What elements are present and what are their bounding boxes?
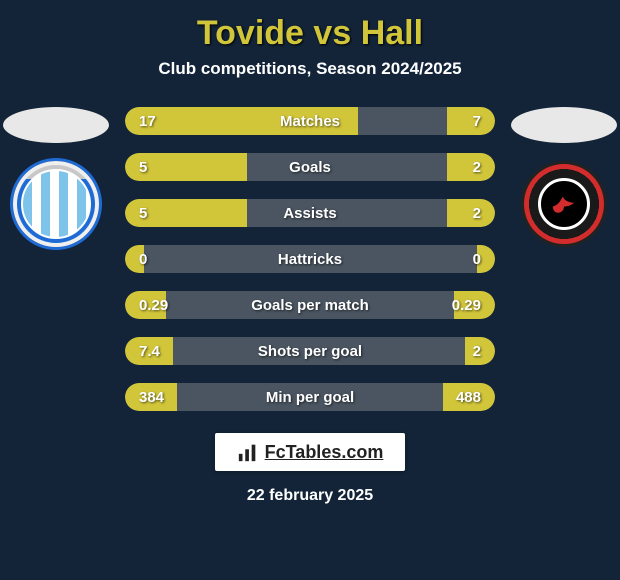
stat-row: 0.29Goals per match0.29 — [125, 291, 495, 319]
stat-value-left: 7.4 — [139, 343, 160, 360]
stat-value-left: 17 — [139, 113, 156, 130]
stat-row: 17Matches7 — [125, 107, 495, 135]
stat-row: 5Assists2 — [125, 199, 495, 227]
stat-row: 0Hattricks0 — [125, 245, 495, 273]
main-content: 17Matches7 5Goals2 5Assists2 0Hattricks0 0.2… — [0, 107, 620, 411]
stat-fill-right — [447, 107, 495, 135]
stat-row: 5Goals2 — [125, 153, 495, 181]
stat-value-right: 2 — [473, 343, 481, 360]
stat-row: 384Min per goal488 — [125, 383, 495, 411]
player1-avatar-placeholder — [3, 107, 109, 143]
player-left-column — [1, 107, 111, 247]
stat-label: Shots per goal — [125, 343, 495, 360]
logo-text: FcTables.com — [265, 442, 384, 463]
stat-row: 7.4Shots per goal2 — [125, 337, 495, 365]
stat-value-right: 7 — [473, 113, 481, 130]
stat-bars: 17Matches7 5Goals2 5Assists2 0Hattricks0 0.2… — [125, 107, 495, 411]
stat-fill-right — [447, 153, 495, 181]
club-badge-right — [521, 161, 607, 247]
chart-bars-icon — [237, 441, 259, 463]
stat-value-left: 0.29 — [139, 297, 168, 314]
club-badge-right-inner — [538, 178, 590, 230]
stat-fill-right — [447, 199, 495, 227]
player-right-column — [509, 107, 619, 247]
comparison-card: Tovide vs Hall Club competitions, Season… — [0, 0, 620, 580]
player1-name: Tovide — [197, 14, 304, 52]
stat-value-left: 384 — [139, 389, 164, 406]
stat-value-right: 0.29 — [452, 297, 481, 314]
player2-name: Hall — [361, 14, 423, 52]
stat-value-right: 2 — [473, 205, 481, 222]
bird-icon — [549, 189, 579, 219]
stat-value-right: 2 — [473, 159, 481, 176]
player2-avatar-placeholder — [511, 107, 617, 143]
club-badge-left — [13, 161, 99, 247]
fctables-logo-link[interactable]: FcTables.com — [215, 433, 406, 471]
vs-text: vs — [313, 14, 351, 52]
stat-value-left: 5 — [139, 159, 147, 176]
stat-fill-left — [125, 107, 358, 135]
stat-value-right: 0 — [473, 251, 481, 268]
stat-label: Goals per match — [125, 297, 495, 314]
stat-label: Hattricks — [125, 251, 495, 268]
stat-value-left: 5 — [139, 205, 147, 222]
subtitle: Club competitions, Season 2024/2025 — [158, 59, 461, 79]
stat-value-left: 0 — [139, 251, 147, 268]
stat-value-right: 488 — [456, 389, 481, 406]
generated-date: 22 february 2025 — [247, 487, 373, 505]
stat-label: Min per goal — [125, 389, 495, 406]
page-title: Tovide vs Hall — [197, 10, 423, 59]
club-badge-left-inner — [21, 169, 91, 239]
